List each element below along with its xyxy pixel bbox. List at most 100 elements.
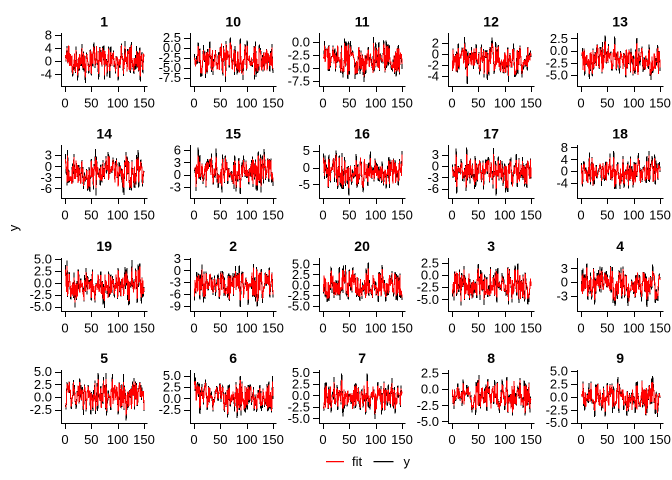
- svg-text:4: 4: [616, 238, 624, 254]
- svg-text:50: 50: [342, 96, 356, 111]
- svg-text:2.5: 2.5: [421, 366, 439, 381]
- svg-text:0.0: 0.0: [163, 40, 181, 55]
- svg-text:0: 0: [577, 320, 584, 335]
- svg-text:0.0: 0.0: [292, 388, 310, 403]
- svg-text:8: 8: [45, 28, 52, 43]
- svg-text:100: 100: [365, 320, 387, 335]
- svg-text:12: 12: [483, 13, 499, 29]
- svg-text:100: 100: [107, 432, 129, 447]
- svg-text:4: 4: [45, 41, 52, 56]
- svg-text:19: 19: [96, 238, 112, 254]
- svg-text:-6: -6: [40, 181, 52, 196]
- svg-text:0: 0: [61, 96, 68, 111]
- svg-text:-7.5: -7.5: [288, 74, 310, 89]
- svg-text:50: 50: [471, 96, 485, 111]
- svg-text:-5.0: -5.0: [159, 60, 181, 75]
- svg-text:50: 50: [84, 96, 98, 111]
- svg-text:0: 0: [190, 208, 197, 223]
- svg-text:3: 3: [561, 261, 568, 276]
- svg-text:0: 0: [174, 167, 181, 182]
- svg-text:0: 0: [448, 208, 455, 223]
- svg-text:11: 11: [355, 13, 370, 29]
- svg-text:100: 100: [107, 208, 129, 223]
- svg-text:100: 100: [623, 208, 645, 223]
- svg-text:50: 50: [471, 432, 485, 447]
- svg-text:150: 150: [262, 432, 284, 447]
- svg-text:50: 50: [600, 208, 614, 223]
- svg-text:5.0: 5.0: [292, 365, 310, 380]
- svg-text:6: 6: [174, 143, 181, 158]
- svg-text:-3: -3: [40, 170, 52, 185]
- svg-text:100: 100: [494, 432, 516, 447]
- svg-text:3: 3: [174, 155, 181, 170]
- svg-text:0: 0: [448, 96, 455, 111]
- svg-text:50: 50: [600, 432, 614, 447]
- svg-text:-3: -3: [556, 289, 568, 304]
- svg-text:-7.5: -7.5: [159, 70, 181, 85]
- svg-text:-4: -4: [556, 176, 568, 191]
- svg-text:0: 0: [319, 208, 326, 223]
- svg-text:50: 50: [342, 320, 356, 335]
- svg-text:3: 3: [487, 238, 495, 254]
- svg-text:0.0: 0.0: [163, 391, 181, 406]
- svg-text:0: 0: [190, 432, 197, 447]
- svg-text:0.0: 0.0: [292, 35, 310, 50]
- svg-text:4: 4: [561, 152, 568, 167]
- svg-text:0: 0: [190, 96, 197, 111]
- svg-text:0: 0: [303, 160, 310, 175]
- svg-text:150: 150: [649, 432, 671, 447]
- svg-text:100: 100: [107, 96, 129, 111]
- svg-text:-3: -3: [427, 170, 439, 185]
- svg-text:0.0: 0.0: [34, 275, 52, 290]
- svg-text:0: 0: [448, 432, 455, 447]
- svg-text:7: 7: [358, 350, 366, 366]
- svg-text:2.5: 2.5: [550, 377, 568, 392]
- svg-text:50: 50: [84, 432, 98, 447]
- svg-text:100: 100: [494, 208, 516, 223]
- svg-text:2.5: 2.5: [163, 30, 181, 45]
- svg-text:2.5: 2.5: [421, 256, 439, 271]
- svg-text:50: 50: [84, 208, 98, 223]
- svg-text:8: 8: [561, 140, 568, 155]
- svg-text:13: 13: [612, 13, 628, 29]
- svg-text:150: 150: [262, 320, 284, 335]
- svg-text:150: 150: [391, 432, 413, 447]
- svg-text:150: 150: [649, 96, 671, 111]
- svg-text:y: y: [404, 454, 411, 469]
- svg-text:0: 0: [561, 164, 568, 179]
- svg-text:-2.5: -2.5: [288, 48, 310, 63]
- svg-text:14: 14: [96, 125, 112, 141]
- svg-text:50: 50: [213, 320, 227, 335]
- svg-text:0: 0: [561, 275, 568, 290]
- svg-text:5.0: 5.0: [550, 364, 568, 379]
- svg-text:5.0: 5.0: [34, 252, 52, 267]
- svg-text:-4: -4: [427, 68, 439, 83]
- svg-text:0: 0: [319, 432, 326, 447]
- svg-text:100: 100: [365, 432, 387, 447]
- svg-text:16: 16: [354, 125, 370, 141]
- svg-text:50: 50: [342, 432, 356, 447]
- svg-text:0: 0: [174, 263, 181, 278]
- svg-text:-2.5: -2.5: [546, 402, 568, 417]
- svg-text:5.0: 5.0: [163, 368, 181, 383]
- svg-text:150: 150: [649, 208, 671, 223]
- svg-text:50: 50: [600, 320, 614, 335]
- svg-text:0.0: 0.0: [34, 389, 52, 404]
- svg-text:-2.5: -2.5: [288, 288, 310, 303]
- svg-text:15: 15: [225, 125, 241, 141]
- svg-text:-3: -3: [169, 275, 181, 290]
- svg-text:2.5: 2.5: [292, 267, 310, 282]
- svg-text:1: 1: [100, 13, 108, 29]
- svg-text:3: 3: [432, 147, 439, 162]
- svg-text:0.0: 0.0: [550, 389, 568, 404]
- svg-text:0: 0: [319, 96, 326, 111]
- svg-text:0: 0: [190, 320, 197, 335]
- svg-text:150: 150: [133, 208, 155, 223]
- svg-text:0: 0: [577, 96, 584, 111]
- svg-text:-2.5: -2.5: [417, 280, 439, 295]
- svg-text:50: 50: [213, 432, 227, 447]
- svg-text:9: 9: [616, 350, 624, 366]
- svg-text:17: 17: [483, 125, 499, 141]
- svg-text:-5.0: -5.0: [417, 292, 439, 307]
- svg-text:0: 0: [432, 159, 439, 174]
